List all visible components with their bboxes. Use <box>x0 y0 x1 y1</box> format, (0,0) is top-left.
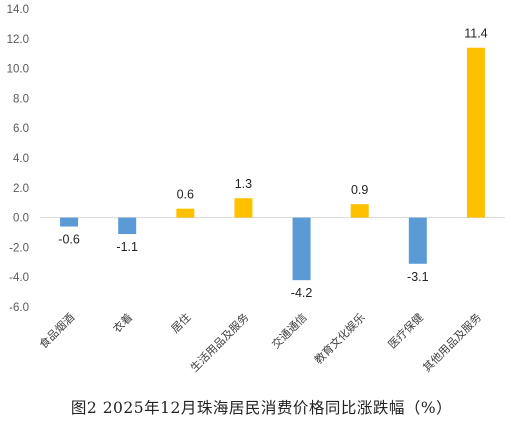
bar-3 <box>176 208 195 218</box>
y-tick-label: 6.0 <box>13 123 29 135</box>
bar-chart: 14.012.010.08.06.04.02.00.0-2.0-4.0-6.0 … <box>7 4 505 375</box>
bar-7 <box>408 217 427 264</box>
y-tick-label: 12.0 <box>7 34 29 46</box>
y-tick-label: -2.0 <box>9 242 29 254</box>
bars <box>60 47 485 281</box>
data-labels: -0.6 -1.1 0.6 1.3 -4.2 0.9 -3.1 11.4 <box>58 27 487 300</box>
bar-1 <box>60 217 79 227</box>
y-tick-label: 2.0 <box>13 183 29 195</box>
chart-caption: 图2 2025年12月珠海居民消费价格同比涨跌幅（%） <box>70 399 453 417</box>
category-label-5: 交通通信 <box>269 310 310 351</box>
bar-5 <box>292 217 311 281</box>
category-label-4: 生活用品及服务 <box>187 310 251 374</box>
data-label-8: 11.4 <box>464 27 487 41</box>
data-label-4: 1.3 <box>235 177 252 191</box>
bar-6 <box>350 204 369 218</box>
y-tick-label: -4.0 <box>9 272 29 284</box>
y-tick-label: 0.0 <box>13 213 29 225</box>
bar-2 <box>118 217 137 234</box>
data-label-6: 0.9 <box>351 183 368 197</box>
y-tick-label: 14.0 <box>7 4 29 16</box>
y-tick-label: 4.0 <box>13 153 29 165</box>
data-label-5: -4.2 <box>291 286 313 300</box>
data-label-1: -0.6 <box>58 233 80 247</box>
y-tick-label: 10.0 <box>7 64 29 76</box>
y-tick-label: -6.0 <box>9 302 29 314</box>
y-axis: 14.0 12.0 10.0 8.0 6.0 4.0 2.0 0.0 -2.0 -4.0 -6.0 <box>7 4 29 314</box>
category-label-8: 其他用品及服务 <box>420 311 484 375</box>
y-tick-label: 8.0 <box>13 93 29 105</box>
data-label-3: 0.6 <box>177 188 194 202</box>
data-label-2: -1.1 <box>116 240 138 254</box>
category-label-2: 衣着 <box>110 310 135 335</box>
data-label-7: -3.1 <box>407 270 429 284</box>
bar-8 <box>466 47 485 218</box>
category-label-3: 居住 <box>168 310 193 335</box>
category-label-6: 教育文化娱乐 <box>311 310 368 367</box>
category-label-1: 食品烟酒 <box>36 310 77 351</box>
bar-4 <box>234 198 253 218</box>
category-label-7: 医疗保健 <box>385 310 426 351</box>
